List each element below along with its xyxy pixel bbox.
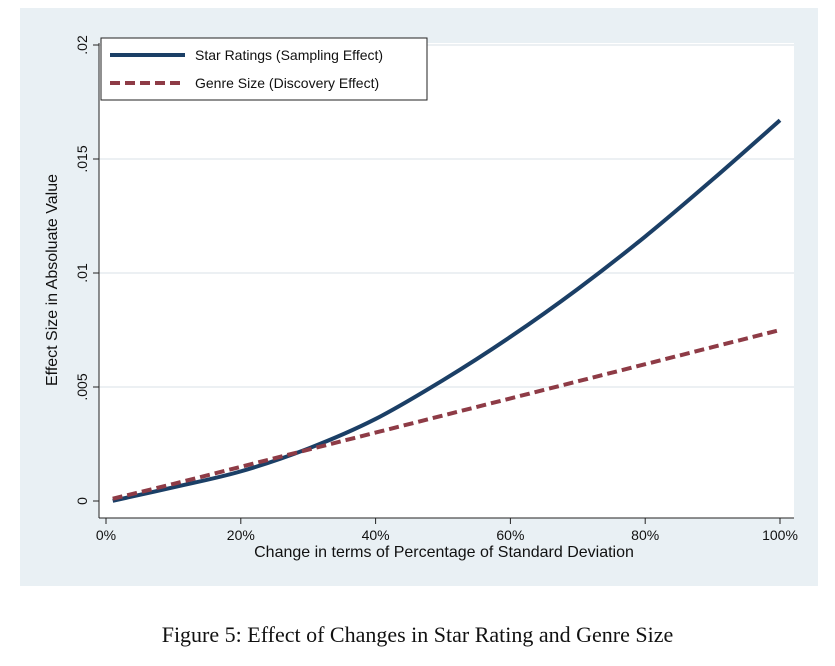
figure-panel: 0% 20% 40% 60% 80% 100% 0 .005 .01 .015 .02 Chang… — [20, 8, 818, 586]
y-tick-label: 0 — [74, 497, 90, 505]
x-tick-label: 60% — [496, 527, 524, 543]
y-tick-label: .015 — [74, 145, 90, 172]
legend-label-star-ratings: Star Ratings (Sampling Effect) — [195, 47, 383, 63]
x-tick-label: 100% — [762, 527, 798, 543]
x-axis-title: Change in terms of Percentage of Standar… — [254, 544, 634, 561]
figure-caption: Figure 5: Effect of Changes in Star Rati… — [161, 622, 674, 647]
x-tick-label: 40% — [362, 527, 390, 543]
legend: Star Ratings (Sampling Effect) Genre Siz… — [100, 37, 428, 101]
y-tick-label: .01 — [74, 263, 90, 283]
legend-label-genre-size: Genre Size (Discovery Effect) — [195, 75, 379, 91]
x-ticks: 0% 20% 40% 60% 80% 100% — [96, 518, 798, 543]
plot-area — [99, 43, 794, 518]
x-tick-label: 80% — [631, 527, 659, 543]
line-chart: 0% 20% 40% 60% 80% 100% 0 .005 .01 .015 .02 Chang… — [44, 35, 798, 561]
series-line-genre-size — [112, 328, 781, 501]
series-line-star-ratings — [112, 118, 782, 503]
series-lines — [112, 118, 782, 503]
legend-box — [100, 37, 428, 101]
y-ticks: 0 .005 .01 .015 .02 — [74, 35, 99, 505]
x-tick-label: 20% — [227, 527, 255, 543]
y-tick-label: .005 — [74, 373, 90, 400]
x-tick-label: 0% — [96, 527, 116, 543]
y-axis-title: Effect Size in Absoluate Value — [44, 174, 61, 386]
y-tick-label: .02 — [74, 35, 90, 55]
